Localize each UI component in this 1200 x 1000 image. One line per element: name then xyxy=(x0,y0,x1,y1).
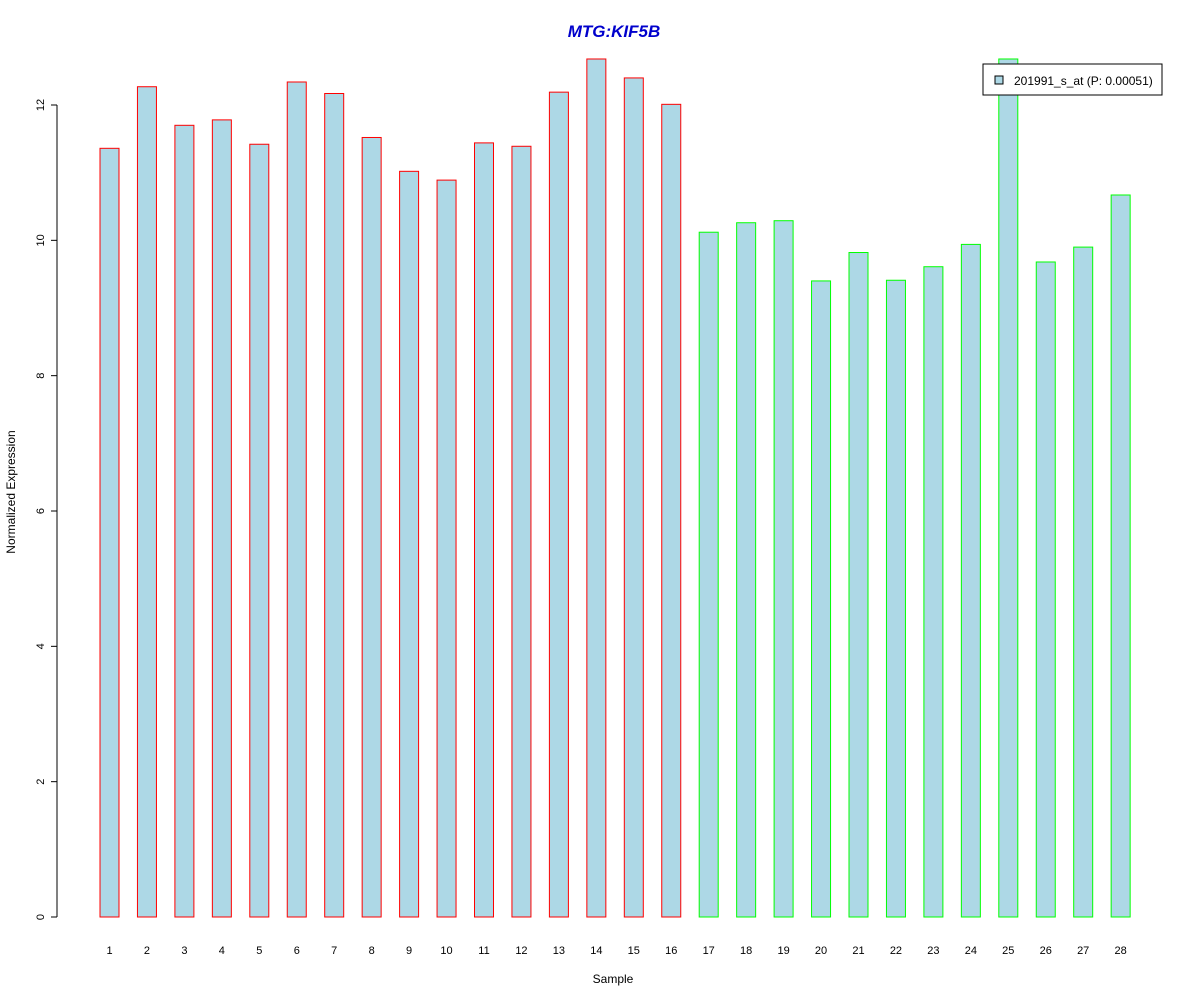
x-tick-label: 19 xyxy=(777,945,789,957)
bar-sample-28 xyxy=(1110,194,1131,918)
y-tick-label: 6 xyxy=(35,508,47,514)
legend: 201991_s_at (P: 0.00051) xyxy=(982,63,1163,96)
bar-sample-20 xyxy=(811,280,832,918)
bar-sample-23 xyxy=(923,266,944,918)
x-tick-label: 10 xyxy=(440,945,452,957)
x-tick-labels: 1 2 3 4 5 6 7 8 9 10 11 12 13 14 15 16 17 18 19 20 21 22 23 24 2… xyxy=(106,945,1126,957)
bar-sample-7 xyxy=(324,92,345,918)
bar-sample-17 xyxy=(698,231,719,918)
x-tick-label: 8 xyxy=(369,945,375,957)
bar-sample-4 xyxy=(211,119,232,918)
legend-entry-label: 201991_s_at (P: 0.00051) xyxy=(1014,74,1153,88)
x-tick-label: 15 xyxy=(628,945,640,957)
bar-sample-25 xyxy=(998,58,1019,918)
bar-sample-27 xyxy=(1073,246,1094,918)
x-tick-label: 28 xyxy=(1115,945,1127,957)
x-tick-label: 18 xyxy=(740,945,752,957)
bar-sample-14 xyxy=(586,58,607,918)
bar-sample-21 xyxy=(848,252,869,918)
bar-sample-26 xyxy=(1035,261,1056,918)
bar-sample-3 xyxy=(174,124,195,918)
bar-sample-16 xyxy=(661,103,682,918)
bar-sample-19 xyxy=(773,220,794,918)
x-axis-label: Sample xyxy=(593,972,634,986)
x-tick-label: 22 xyxy=(890,945,902,957)
x-tick-label: 5 xyxy=(256,945,262,957)
y-tick-label: 2 xyxy=(35,779,47,785)
y-tick-label: 12 xyxy=(35,99,47,111)
x-tick-label: 25 xyxy=(1002,945,1014,957)
x-tick-label: 14 xyxy=(590,945,602,957)
x-tick-label: 24 xyxy=(965,945,977,957)
bar-sample-18 xyxy=(736,222,757,918)
x-tick-label: 12 xyxy=(515,945,527,957)
bar-sample-22 xyxy=(885,279,906,918)
y-axis: 0 2 4 6 8 10 12 xyxy=(35,99,58,920)
bar-sample-24 xyxy=(960,243,981,918)
bar-sample-9 xyxy=(399,170,420,918)
x-tick-label: 23 xyxy=(927,945,939,957)
bars xyxy=(99,58,1131,918)
legend-box xyxy=(982,63,1163,96)
x-tick-label: 1 xyxy=(106,945,112,957)
y-tick-label: 8 xyxy=(35,373,47,379)
bar-sample-11 xyxy=(474,142,494,918)
x-tick-label: 13 xyxy=(553,945,565,957)
y-tick-label: 10 xyxy=(35,234,47,246)
x-tick-label: 20 xyxy=(815,945,827,957)
x-tick-label: 9 xyxy=(406,945,412,957)
x-tick-label: 3 xyxy=(181,945,187,957)
bar-sample-1 xyxy=(99,147,120,918)
x-tick-label: 6 xyxy=(294,945,300,957)
x-tick-label: 21 xyxy=(852,945,864,957)
x-tick-label: 27 xyxy=(1077,945,1089,957)
x-tick-label: 4 xyxy=(219,945,225,957)
bar-sample-10 xyxy=(436,179,457,918)
chart-title: MTG:KIF5B xyxy=(568,22,661,41)
bar-sample-8 xyxy=(361,136,382,918)
bar-sample-12 xyxy=(511,145,532,918)
x-tick-label: 16 xyxy=(665,945,677,957)
x-tick-label: 17 xyxy=(703,945,715,957)
y-tick-label: 0 xyxy=(35,914,47,920)
y-axis-label: Normalized Expression xyxy=(4,430,18,553)
bar-sample-15 xyxy=(623,77,644,918)
bar-sample-5 xyxy=(249,143,270,918)
y-tick-label: 4 xyxy=(35,643,47,649)
x-tick-label: 2 xyxy=(144,945,150,957)
bar-sample-13 xyxy=(548,91,569,918)
x-tick-label: 26 xyxy=(1040,945,1052,957)
legend-swatch xyxy=(994,75,1004,85)
x-tick-label: 7 xyxy=(331,945,337,957)
bar-sample-6 xyxy=(286,81,307,918)
x-tick-label: 11 xyxy=(478,945,489,957)
bar-sample-2 xyxy=(136,86,157,918)
